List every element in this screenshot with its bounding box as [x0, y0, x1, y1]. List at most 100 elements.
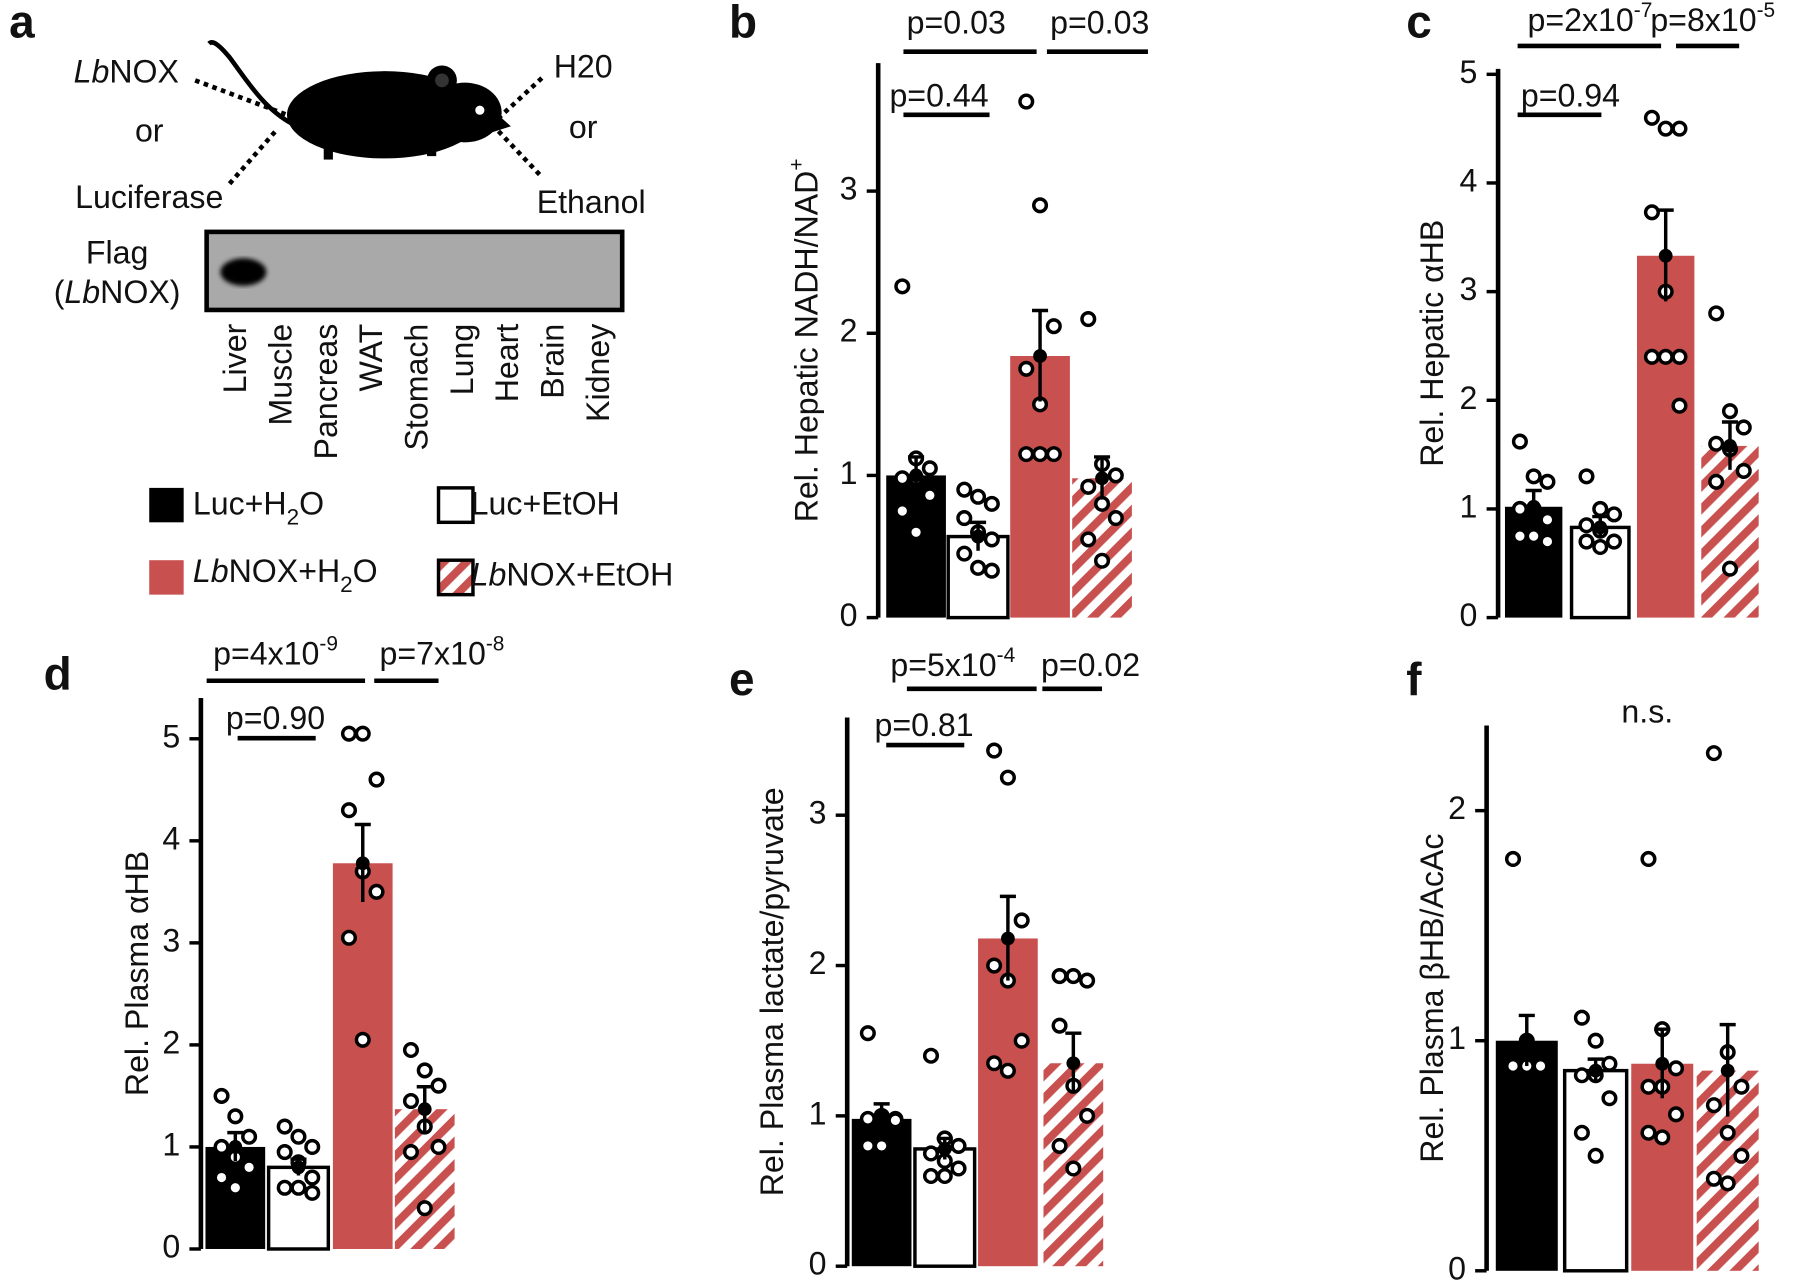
mean-marker [1526, 499, 1541, 514]
data-point [922, 1167, 940, 1185]
data-point [1539, 533, 1556, 550]
data-point [1601, 1055, 1618, 1072]
blot-label: (LbNOX) [54, 275, 181, 311]
text-run: p=0.94 [1521, 78, 1620, 114]
data-point [887, 1112, 904, 1129]
text-run: p=7x10 [380, 636, 486, 672]
data-point [416, 1062, 433, 1079]
data-point [1643, 348, 1660, 365]
y-axis-label: Rel. Plasma lactate/pyruvate [754, 787, 790, 1196]
mean-marker [874, 1111, 889, 1126]
y-tick-label: 2 [840, 313, 858, 349]
data-point [1640, 850, 1657, 867]
panel-letter: c [1406, 0, 1432, 47]
data-point [1708, 473, 1725, 490]
data-point [1525, 468, 1542, 485]
y-axis-label: Rel. Hepatic αHB [1414, 220, 1450, 467]
legend-swatch [149, 487, 184, 523]
data-point [1032, 446, 1049, 463]
text-run: -8 [486, 633, 505, 656]
legend-swatch [436, 558, 475, 597]
data-point [922, 1047, 940, 1064]
data-point [1065, 1160, 1082, 1177]
text-run: p=5x10 [890, 648, 996, 684]
data-point [873, 1137, 890, 1154]
mouse-diagram [194, 40, 544, 186]
data-point [1532, 1057, 1549, 1075]
data-point [1601, 1090, 1618, 1107]
data-point [368, 771, 385, 788]
mean-marker [1095, 471, 1109, 486]
data-point [1667, 1060, 1685, 1077]
p-value: p=0.03 [907, 5, 1006, 41]
annotation: n.s. [1621, 694, 1673, 730]
data-point [950, 1160, 967, 1177]
text-run: -9 [319, 633, 338, 656]
data-point [1511, 433, 1528, 450]
y-tick-label: 2 [1448, 790, 1466, 826]
p-value: p=0.02 [1041, 648, 1140, 684]
panel-letter: d [44, 647, 72, 699]
text-run: 2 [287, 505, 300, 530]
text-run: O [353, 553, 378, 589]
data-point [416, 1200, 433, 1217]
data-point [1640, 1124, 1657, 1141]
data-point [999, 1062, 1016, 1079]
panel-letter: f [1406, 653, 1422, 705]
data-point [213, 1138, 230, 1155]
bar [1562, 1068, 1629, 1273]
y-tick-label: 2 [1460, 380, 1478, 416]
mean-marker [1723, 439, 1737, 453]
text-run: p=0.44 [889, 78, 988, 114]
p-value: p=0.90 [226, 700, 325, 736]
y-tick-label: 3 [1460, 271, 1478, 307]
data-point [227, 1179, 244, 1196]
text-run: -5 [1757, 0, 1776, 22]
data-point [1032, 197, 1049, 214]
data-point [1051, 1017, 1068, 1034]
p-value: p=5x10-4 [890, 644, 1015, 683]
data-point [986, 957, 1003, 974]
data-point [1735, 419, 1752, 436]
y-tick-label: 3 [840, 171, 858, 207]
data-point [894, 278, 911, 295]
bar [1495, 1040, 1558, 1271]
data-point [1018, 446, 1035, 463]
data-point [1051, 1137, 1068, 1154]
data-point [340, 725, 358, 742]
data-point [430, 1077, 447, 1094]
data-point [304, 1184, 321, 1201]
data-point [1573, 1124, 1590, 1141]
panel-letter: b [729, 0, 757, 47]
legend-label: LbNOX+EtOH [471, 557, 674, 593]
data-point [1708, 435, 1725, 452]
y-tick-label: 1 [809, 1095, 827, 1131]
data-point [1708, 305, 1725, 322]
data-point [1671, 348, 1688, 365]
data-point [290, 1128, 307, 1145]
text-run: Lb [74, 54, 110, 90]
y-tick-label: 5 [1460, 54, 1478, 90]
data-point [859, 1110, 876, 1127]
option-label: Luciferase [75, 179, 223, 215]
data-point [340, 929, 358, 946]
data-point [1051, 968, 1068, 985]
data-point [1721, 403, 1739, 420]
data-point [1657, 120, 1674, 137]
text-run: Lb [193, 553, 229, 589]
data-point [241, 1159, 258, 1176]
data-point [1592, 500, 1609, 517]
text-run: Rel. Plasma lactate/pyruvate [754, 787, 790, 1196]
text-run: -4 [997, 644, 1016, 667]
data-point [1080, 478, 1097, 495]
option-label: or [569, 109, 598, 145]
text-run: NOX) [100, 275, 180, 311]
tissue-label: Muscle [262, 324, 298, 426]
y-tick-label: 0 [840, 597, 858, 633]
data-point [970, 559, 987, 576]
data-point [1705, 1097, 1722, 1114]
data-point [921, 487, 938, 504]
p-value: p=0.44 [889, 78, 988, 114]
data-point [1671, 120, 1688, 137]
